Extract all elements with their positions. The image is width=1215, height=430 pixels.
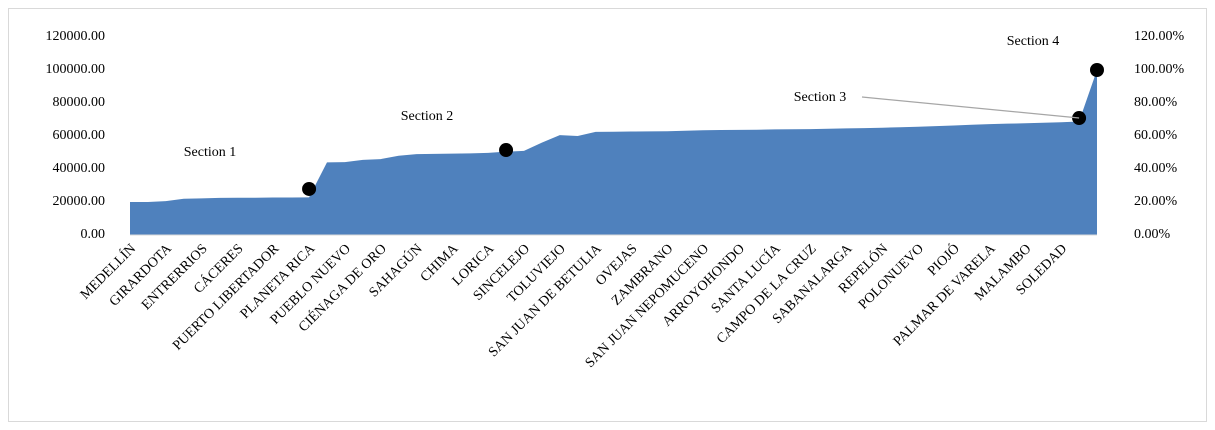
annotation: Section 2 — [401, 109, 454, 124]
y-tick-label: 100000.00 — [46, 62, 106, 77]
y2-tick-label: 60.00% — [1134, 128, 1178, 143]
y2-tick-label: 80.00% — [1134, 95, 1178, 110]
marker — [1090, 63, 1104, 77]
leader-line — [861, 96, 1080, 119]
annotation: Section 3 — [794, 90, 847, 105]
y-tick-label: 0.00 — [81, 227, 106, 242]
annotation: Section 1 — [184, 145, 237, 160]
y-tick-label: 60000.00 — [53, 128, 106, 143]
y2-tick-label: 0.00% — [1134, 227, 1171, 242]
annotation: Section 4 — [1007, 34, 1060, 49]
y-tick-label: 120000.00 — [46, 29, 106, 44]
y-tick-label: 80000.00 — [53, 95, 106, 110]
marker — [302, 181, 317, 196]
y-tick-label: 20000.00 — [53, 194, 106, 209]
area — [130, 70, 1097, 235]
y2-tick-label: 120.00% — [1134, 29, 1185, 44]
y-tick-label: 40000.00 — [53, 161, 106, 176]
y2-tick-label: 20.00% — [1134, 194, 1178, 209]
marker — [499, 143, 514, 158]
y2-tick-label: 40.00% — [1134, 161, 1178, 176]
y2-tick-label: 100.00% — [1134, 62, 1185, 77]
